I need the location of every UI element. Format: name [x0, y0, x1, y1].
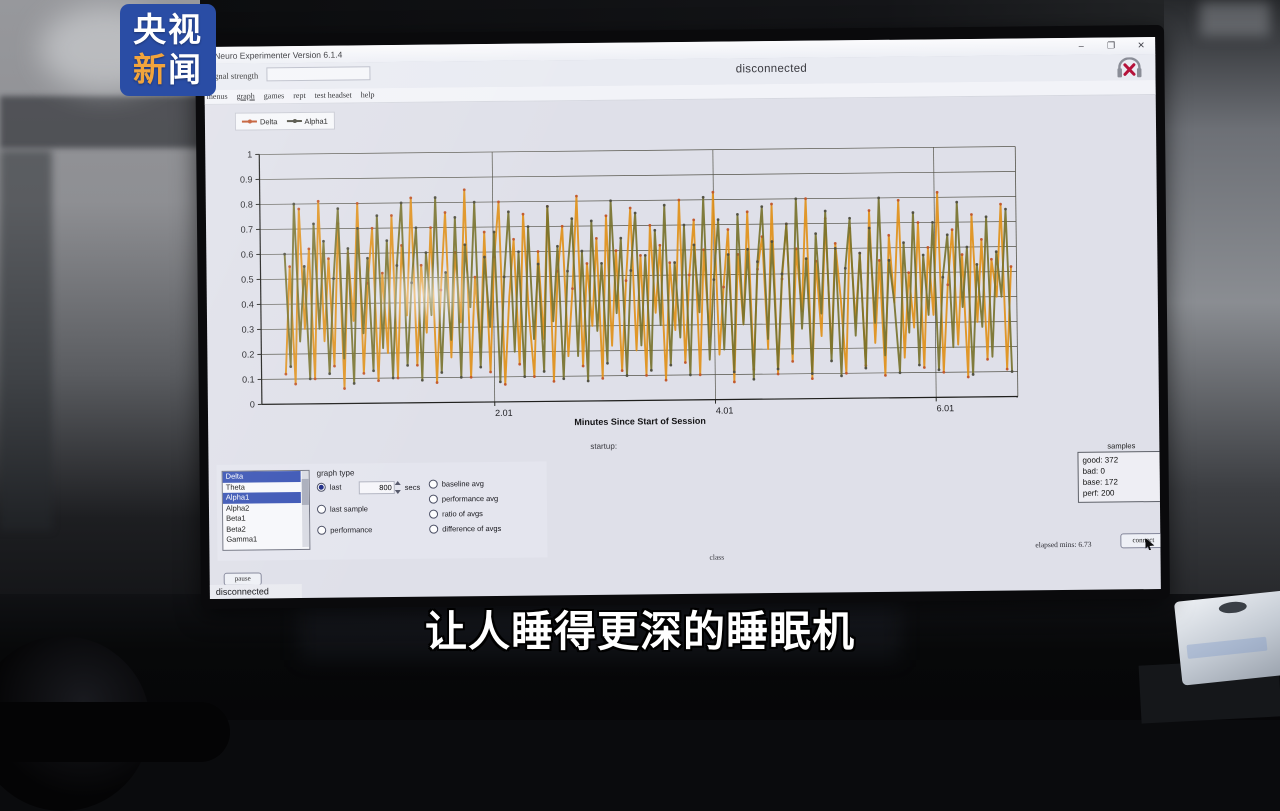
spinner-arrows-icon[interactable]: [395, 481, 402, 494]
sample-row-perf: perf: 200: [1083, 487, 1161, 499]
svg-text:0.7: 0.7: [240, 224, 253, 234]
svg-text:1: 1: [247, 149, 252, 159]
radio-label: ratio of avgs: [442, 509, 483, 518]
status-bar-text: disconnected: [216, 586, 269, 597]
svg-text:0.2: 0.2: [242, 349, 255, 359]
window-frame-reflection-2: [0, 150, 52, 530]
legend-label: Alpha1: [304, 116, 327, 125]
svg-text:Minutes Since Start of Session: Minutes Since Start of Session: [574, 416, 706, 427]
radio-icon[interactable]: [429, 495, 438, 504]
person-silhouette-shoulder: [0, 702, 230, 762]
radio-label: performance: [330, 525, 372, 534]
radio-last[interactable]: last: [317, 483, 342, 492]
cctv-logo-line2: 新闻: [133, 50, 203, 90]
svg-text:0.6: 0.6: [241, 249, 254, 259]
radio-performance-avg[interactable]: performance avg: [429, 494, 498, 504]
signal-strength-input[interactable]: [266, 66, 370, 81]
radio-baseline-avg[interactable]: baseline avg: [429, 479, 484, 489]
close-button[interactable]: ✕: [1132, 38, 1150, 52]
listbox-scrollbar[interactable]: [302, 471, 310, 547]
status-bar: disconnected: [210, 584, 302, 599]
eeg-chart: 0 0.1 0.2 0.3 0.4 0.5 0.6 0.7 0.8 0.9 1 2.01 4.01 6.0…: [217, 134, 1050, 441]
menu-item-games[interactable]: games: [264, 89, 285, 103]
legend-label: Delta: [260, 117, 278, 126]
cctv-news-logo: 央视 新闻: [120, 4, 216, 96]
svg-text:0: 0: [250, 399, 255, 409]
sample-row-base: base: 172: [1083, 476, 1161, 488]
elapsed-mins-label: elapsed mins: 6.73: [1035, 540, 1091, 550]
sample-row-good: good: 372: [1082, 454, 1160, 466]
band-option-alpha2[interactable]: Alpha2: [223, 503, 301, 514]
menu-item-test-headset[interactable]: test headset: [315, 88, 352, 102]
radio-icon[interactable]: [429, 525, 438, 534]
svg-text:0.1: 0.1: [242, 374, 255, 384]
startup-label: startup:: [590, 442, 617, 451]
restore-button[interactable]: ❐: [1102, 38, 1120, 52]
radio-icon[interactable]: [317, 483, 326, 492]
window-frame-reflection: [0, 96, 204, 148]
radio-icon[interactable]: [317, 505, 326, 514]
headset-disconnected-icon: [1116, 57, 1142, 79]
radio-icon[interactable]: [317, 526, 326, 535]
radio-ratio-of-avgs[interactable]: ratio of avgs: [429, 509, 483, 519]
reflection-smudge: [1200, 2, 1270, 36]
band-option-beta2[interactable]: Beta2: [223, 524, 301, 535]
chart-legend: Delta Alpha1: [235, 112, 335, 131]
class-label: class: [709, 553, 724, 562]
samples-title: samples: [1077, 441, 1161, 451]
minimize-button[interactable]: –: [1072, 39, 1090, 53]
svg-text:6.01: 6.01: [936, 403, 954, 413]
cctv-logo-line1: 央视: [133, 10, 203, 50]
secs-label: secs: [405, 483, 421, 492]
svg-text:4.01: 4.01: [716, 405, 734, 415]
radio-difference-of-avgs[interactable]: difference of avgs: [429, 524, 501, 534]
band-option-gamma1[interactable]: Gamma1: [223, 534, 301, 545]
radio-label: last: [330, 483, 342, 492]
screen: Neuro Experimenter Version 6.1.4 – ❐ ✕ s…: [204, 37, 1161, 599]
secs-spinner[interactable]: [359, 481, 401, 494]
menu-item-graph[interactable]: graph: [236, 89, 254, 103]
radio-performance[interactable]: performance: [317, 525, 372, 535]
connection-status: disconnected: [711, 62, 831, 75]
legend-marker-icon: [286, 120, 301, 122]
legend-entry-delta: Delta: [242, 117, 278, 126]
connect-button[interactable]: connect: [1120, 533, 1161, 548]
monitor: Neuro Experimenter Version 6.1.4 – ❐ ✕ s…: [195, 25, 1170, 609]
legend-entry-alpha1: Alpha1: [286, 116, 327, 125]
news-subtitle: 让人睡得更深的睡眠机: [0, 598, 1280, 659]
band-option-beta1[interactable]: Beta1: [223, 513, 301, 524]
sample-row-bad: bad: 0: [1083, 465, 1161, 477]
svg-text:0.4: 0.4: [241, 299, 254, 309]
legend-marker-icon: [242, 120, 257, 122]
menu-item-help[interactable]: help: [361, 88, 375, 102]
menu-item-rept[interactable]: rept: [293, 89, 306, 103]
radio-icon[interactable]: [429, 510, 438, 519]
svg-text:0.8: 0.8: [240, 199, 253, 209]
radio-label: difference of avgs: [442, 524, 501, 534]
radio-label: performance avg: [442, 494, 498, 504]
svg-text:0.9: 0.9: [240, 174, 253, 184]
radio-icon[interactable]: [429, 480, 438, 489]
radio-label: baseline avg: [442, 479, 484, 488]
listbox-scrollbar-thumb[interactable]: [302, 479, 309, 505]
secs-input[interactable]: [359, 481, 395, 494]
radio-last-sample[interactable]: last sample: [317, 504, 368, 514]
svg-text:0.3: 0.3: [242, 324, 255, 334]
svg-text:2.01: 2.01: [495, 408, 513, 418]
radio-label: last sample: [330, 504, 368, 513]
window-title: Neuro Experimenter Version 6.1.4: [214, 50, 342, 61]
graph-type-label: graph type: [317, 468, 355, 477]
svg-text:0.5: 0.5: [241, 274, 254, 284]
